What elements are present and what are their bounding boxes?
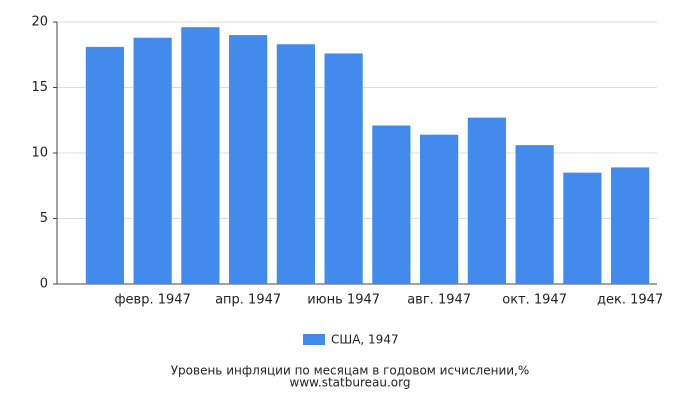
bar	[229, 35, 268, 284]
x-tick-label: февр. 1947	[114, 293, 190, 308]
bar	[324, 53, 363, 284]
bar	[515, 145, 554, 284]
y-tick-label: 15	[31, 80, 48, 95]
bar	[85, 46, 124, 284]
x-tick-label: дек. 1947	[597, 293, 663, 308]
bar	[467, 117, 506, 284]
chart-source: www.statbureau.org	[290, 376, 411, 390]
legend-label: США, 1947	[331, 333, 399, 347]
x-tick-label: окт. 1947	[502, 293, 567, 308]
y-tick-label: 20	[31, 15, 48, 30]
bar	[181, 27, 220, 285]
bar	[563, 172, 602, 284]
x-tick-label: апр. 1947	[215, 293, 281, 308]
x-tick-label: авг. 1947	[407, 293, 471, 308]
y-tick-label: 5	[40, 211, 48, 226]
bar	[372, 125, 411, 285]
y-tick-label: 10	[31, 146, 48, 161]
chart-title: Уровень инфляции по месяцам в годовом ис…	[171, 364, 530, 378]
bar	[420, 134, 459, 284]
bar	[133, 37, 172, 284]
bar	[611, 167, 650, 284]
y-tick-label: 0	[40, 277, 48, 292]
legend-swatch	[303, 334, 325, 345]
bar	[276, 44, 315, 284]
x-tick-label: июнь 1947	[307, 293, 380, 308]
